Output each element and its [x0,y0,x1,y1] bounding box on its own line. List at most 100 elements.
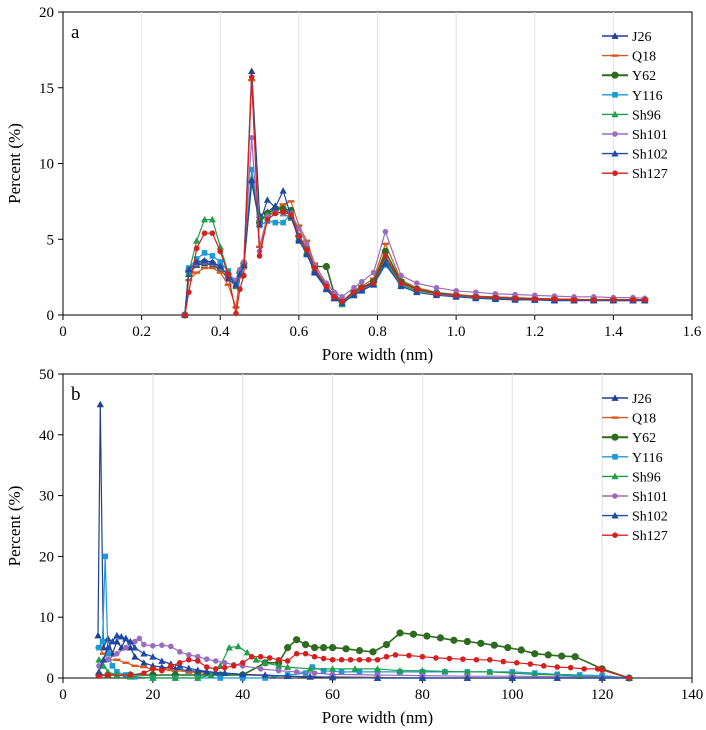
data-point [453,292,459,299]
data-point [105,656,111,663]
data-point [436,634,444,642]
data-point [185,670,193,674]
data-point [328,644,337,652]
data-point [105,672,111,678]
data-point [492,294,499,301]
data-point [263,196,272,203]
data-point [396,667,404,674]
series-sh127 [96,650,632,681]
data-point [382,253,389,259]
legend-label: Q18 [632,50,656,65]
legend-item-y116: Y116 [602,89,663,104]
y-tick-label: 50 [39,367,54,383]
data-point [590,297,597,303]
data-point [513,660,520,666]
data-point [381,242,389,245]
data-point [225,271,231,277]
data-point [99,638,106,645]
data-point [320,667,327,674]
data-point [339,294,345,300]
data-point [248,653,255,660]
data-point [261,671,269,678]
data-point [239,670,247,678]
data-point [453,287,459,294]
data-point [446,655,453,662]
legend-marker [612,532,618,538]
legend-item-sh101: Sh101 [602,128,668,143]
data-point [141,641,147,648]
data-point [243,648,251,656]
data-point [486,668,494,675]
data-point [477,639,485,647]
data-point [347,656,354,663]
data-point [288,212,294,218]
data-point [303,240,310,247]
y-tick-label: 10 [39,157,54,173]
data-point [105,650,111,657]
data-point [527,661,534,667]
data-point [383,653,390,660]
data-point [642,297,648,303]
data-point [158,663,166,670]
series-group [94,400,633,682]
data-point [279,203,287,206]
data-point [433,284,440,291]
legend-label: Sh127 [632,167,668,182]
data-point [171,674,179,681]
y-tick-label: 5 [47,232,55,248]
data-point [500,658,507,665]
legend-marker [611,54,619,57]
x-tick-label: 1.2 [525,324,544,340]
data-point [271,203,279,211]
data-point [117,633,126,640]
data-point [472,294,479,300]
data-point [296,225,302,232]
data-point [328,673,337,681]
data-point [293,650,300,657]
data-point [351,289,357,296]
data-point [279,187,287,194]
data-point [284,644,292,652]
data-point [248,176,256,184]
data-point [201,230,208,236]
legend-marker [611,512,619,519]
y-tick-label: 15 [39,81,54,97]
data-point [186,652,192,658]
data-point [275,662,283,669]
data-point [463,674,471,681]
data-point [234,642,242,650]
data-point [193,245,200,252]
data-point [322,262,330,271]
legend-item-y62: Y62 [602,431,656,446]
x-tick-label: 40 [235,687,250,703]
y-tick-label: 20 [39,549,54,565]
data-point [381,247,389,255]
legend-label: Sh101 [632,490,668,505]
data-point [490,641,498,649]
data-point [328,665,337,672]
data-point [248,74,255,80]
x-axis-title: Pore width (nm) [322,345,433,364]
series-group [181,67,649,319]
legend-label: Sh101 [632,128,668,143]
legend-item-sh102: Sh102 [602,148,668,163]
legend-label: Y116 [632,451,663,466]
data-point [212,668,220,676]
data-point [272,219,279,226]
data-point [473,656,480,663]
data-point [302,670,309,676]
data-point [331,294,338,300]
data-point [284,658,291,664]
data-point [127,672,134,678]
data-point [414,280,420,286]
data-point [232,306,240,309]
data-point [351,665,359,672]
data-point [381,259,389,267]
data-point [370,280,377,286]
data-point [284,663,292,670]
legend-item-y116: Y116 [602,451,663,466]
data-point [113,658,121,661]
data-point [544,651,552,659]
legend-marker [611,433,619,441]
data-point [303,239,311,242]
